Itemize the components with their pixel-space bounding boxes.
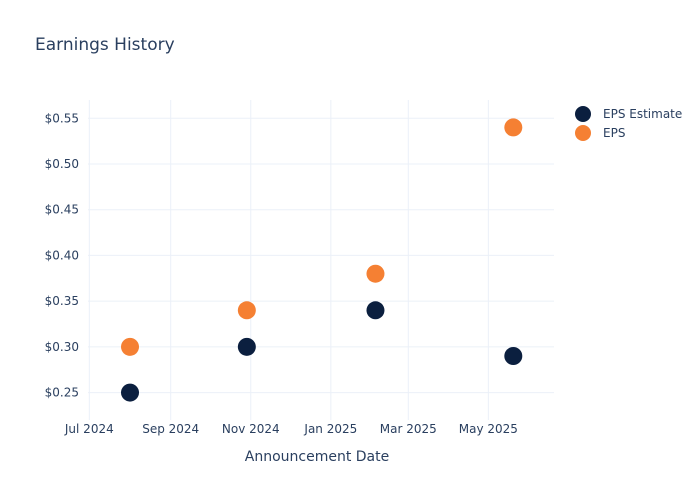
y-tick-label: $0.25 <box>45 386 79 400</box>
data-point[interactable] <box>121 383 140 402</box>
y-tick-label: $0.50 <box>45 157 79 171</box>
y-tick-label: $0.30 <box>45 340 79 354</box>
y-tick-label: $0.35 <box>45 294 79 308</box>
x-tick-label: Jan 2025 <box>303 422 357 436</box>
x-tick-label: Mar 2025 <box>380 422 437 436</box>
data-point[interactable] <box>366 301 385 320</box>
legend-marker[interactable] <box>575 125 591 141</box>
data-point[interactable] <box>366 264 385 283</box>
x-axis-title: Announcement Date <box>245 449 389 465</box>
y-tick-label: $0.40 <box>45 248 79 262</box>
series-eps <box>121 118 523 356</box>
x-tick-label: Jul 2024 <box>64 422 114 436</box>
data-point[interactable] <box>237 337 256 356</box>
data-point[interactable] <box>504 118 523 137</box>
legend-label[interactable]: EPS Estimate <box>603 107 682 121</box>
y-tick-label: $0.55 <box>45 111 79 125</box>
legend: EPS Estimate EPS <box>575 106 682 141</box>
legend-label[interactable]: EPS <box>603 126 625 140</box>
y-tick-label: $0.45 <box>45 203 79 217</box>
data-points <box>121 118 523 402</box>
chart-title: Earnings History <box>35 35 175 55</box>
legend-marker[interactable] <box>575 106 591 122</box>
x-tick-label: May 2025 <box>459 422 518 436</box>
x-axis-ticks: Jul 2024 Sep 2024 Nov 2024 Jan 2025 Mar 2025… <box>64 422 518 436</box>
x-tick-label: Sep 2024 <box>142 422 199 436</box>
y-axis-ticks: $0.25 $0.30 $0.35 $0.40 $0.45 $0.50 $0.55 <box>45 111 79 399</box>
data-point[interactable] <box>237 301 256 320</box>
gridlines <box>88 100 554 420</box>
data-point[interactable] <box>504 347 523 365</box>
data-point[interactable] <box>121 337 140 356</box>
series-eps-estimate <box>121 301 523 402</box>
x-tick-label: Nov 2024 <box>222 422 280 436</box>
